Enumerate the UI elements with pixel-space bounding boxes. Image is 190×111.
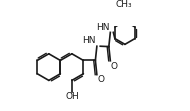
Text: HN: HN [96,23,110,32]
Text: OH: OH [65,92,79,101]
Text: O: O [111,61,118,71]
Text: HN: HN [83,37,96,46]
Text: CH₃: CH₃ [115,0,132,9]
Text: O: O [97,75,104,84]
